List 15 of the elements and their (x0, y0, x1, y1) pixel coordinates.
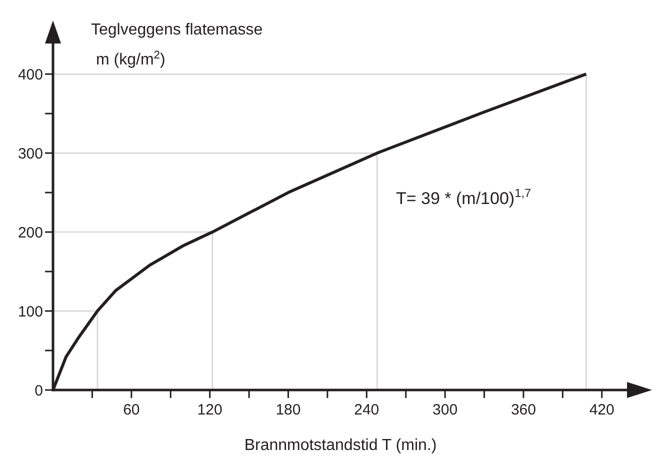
x-tick-label: 180 (276, 402, 301, 419)
y-tick-label: 100 (18, 303, 43, 320)
x-tick-label: 420 (589, 402, 614, 419)
y-tick-label: 300 (18, 145, 43, 162)
y-axis-title: Teglveggens flatemasse m (kg/m$^{2}$) (91, 22, 263, 68)
x-tick-label: 240 (354, 402, 380, 419)
y-tick-label: 400 (18, 66, 43, 84)
x-tick-label: 300 (432, 402, 458, 419)
y-tick-label: 200 (18, 224, 43, 242)
annotation: T= 39 * (m/100)$^{1,7}$ (396, 186, 532, 208)
x-tick-label: 120 (197, 402, 222, 419)
x-axis-title: Brannmotstandstid T (min.) (244, 437, 437, 454)
y-tick-label: 0 (34, 382, 43, 400)
x-tick-label: 60 (123, 402, 140, 419)
x-tick-label: 360 (510, 402, 536, 419)
